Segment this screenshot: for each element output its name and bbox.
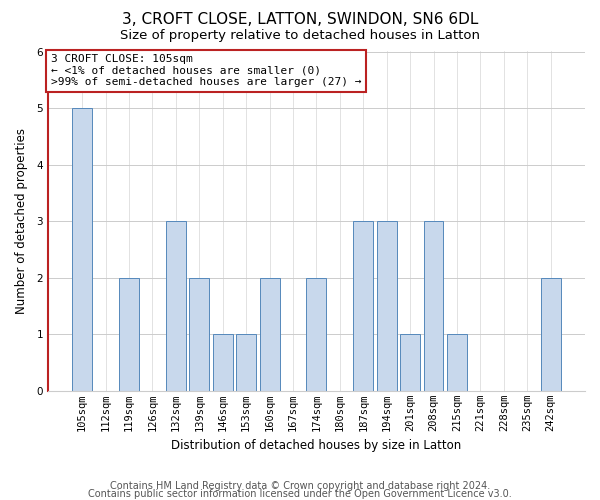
Text: Size of property relative to detached houses in Latton: Size of property relative to detached ho… [120, 29, 480, 42]
Text: 3 CROFT CLOSE: 105sqm
← <1% of detached houses are smaller (0)
>99% of semi-deta: 3 CROFT CLOSE: 105sqm ← <1% of detached … [50, 54, 361, 88]
Bar [166, 221, 186, 391]
Bar [377, 221, 397, 391]
Bar [72, 108, 92, 391]
Bar [307, 278, 326, 391]
X-axis label: Distribution of detached houses by size in Latton: Distribution of detached houses by size … [171, 440, 461, 452]
Bar [190, 278, 209, 391]
Bar [119, 278, 139, 391]
Text: Contains HM Land Registry data © Crown copyright and database right 2024.: Contains HM Land Registry data © Crown c… [110, 481, 490, 491]
Bar [400, 334, 420, 391]
Text: 3, CROFT CLOSE, LATTON, SWINDON, SN6 6DL: 3, CROFT CLOSE, LATTON, SWINDON, SN6 6DL [122, 12, 478, 28]
Bar [447, 334, 467, 391]
Bar [353, 221, 373, 391]
Bar [424, 221, 443, 391]
Text: Contains public sector information licensed under the Open Government Licence v3: Contains public sector information licen… [88, 489, 512, 499]
Y-axis label: Number of detached properties: Number of detached properties [15, 128, 28, 314]
Bar [260, 278, 280, 391]
Bar [213, 334, 233, 391]
Bar [236, 334, 256, 391]
Bar [541, 278, 560, 391]
